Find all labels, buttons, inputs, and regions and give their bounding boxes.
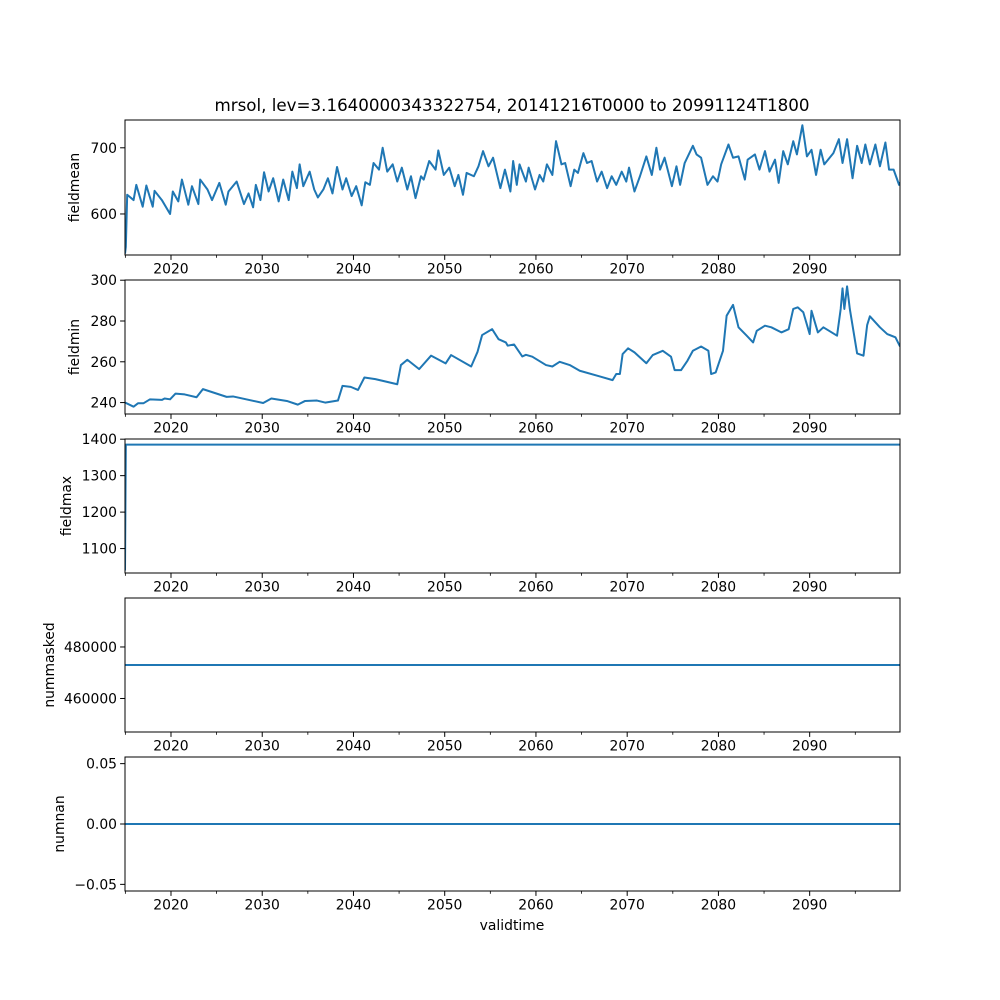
x-tick-label: 2040 — [336, 421, 371, 437]
subplots: 2020 2030 2040 2050 2060 2070 2080 2090 600 700 fi… — [42, 119, 901, 914]
x-tick-label: 2030 — [245, 421, 280, 437]
x-tick-label: 2050 — [427, 898, 462, 914]
y-tick-label: 1100 — [82, 542, 117, 558]
x-tick-label: 2080 — [701, 739, 736, 755]
x-tick-label: 2090 — [792, 898, 827, 914]
x-tick-label: 2080 — [701, 421, 736, 437]
subplot-nummasked: 2020 2030 2040 2050 2060 2070 2080 2090 460000 48… — [42, 597, 901, 755]
x-tick-label: 2020 — [153, 580, 188, 596]
x-tick-label: 2070 — [610, 580, 645, 596]
x-tick-label: 2060 — [518, 262, 553, 278]
x-tick-label: 2040 — [336, 739, 371, 755]
x-tick-label: 2090 — [792, 739, 827, 755]
y-tick-label: 0.00 — [86, 817, 117, 833]
y-tick-label: 1200 — [82, 505, 117, 521]
y-tick-label: 300 — [90, 273, 117, 289]
x-tick-label: 2020 — [153, 739, 188, 755]
x-tick-label: 2030 — [245, 898, 280, 914]
x-tick-label: 2020 — [153, 898, 188, 914]
y-tick-label: 260 — [90, 355, 117, 371]
x-tick-label: 2060 — [518, 898, 553, 914]
x-tick-label: 2070 — [610, 898, 645, 914]
x-tick-label: 2090 — [792, 580, 827, 596]
x-tick-label: 2040 — [336, 898, 371, 914]
x-tick-label: 2070 — [610, 421, 645, 437]
y-tick-label: 460000 — [64, 691, 117, 707]
x-tick-label: 2030 — [245, 262, 280, 278]
y-axis-label: nummasked — [42, 622, 58, 707]
y-axis-label: fieldmax — [59, 476, 75, 536]
x-tick-label: 2030 — [245, 739, 280, 755]
x-tick-label: 2060 — [518, 739, 553, 755]
axes-frame — [124, 279, 901, 415]
x-tick-label: 2080 — [701, 898, 736, 914]
axes-frame — [124, 597, 901, 733]
y-tick-label: 600 — [90, 207, 117, 223]
y-axis-label: fieldmean — [67, 153, 83, 222]
x-tick-label: 2040 — [336, 580, 371, 596]
subplot-fieldmean: 2020 2030 2040 2050 2060 2070 2080 2090 600 700 fi… — [67, 119, 901, 278]
subplot-numnan: 2020 2030 2040 2050 2060 2070 2080 2090 −0.05 0.0… — [52, 756, 901, 914]
x-tick-label: 2050 — [427, 262, 462, 278]
x-tick-label: 2020 — [153, 262, 188, 278]
y-tick-label: 240 — [90, 396, 117, 412]
x-tick-label: 2050 — [427, 580, 462, 596]
x-tick-label: 2030 — [245, 580, 280, 596]
y-tick-label: 0.05 — [86, 757, 117, 773]
y-tick-label: −0.05 — [74, 877, 117, 893]
x-tick-label: 2060 — [518, 421, 553, 437]
y-tick-label: 280 — [90, 314, 117, 330]
subplot-fieldmin: 2020 2030 2040 2050 2060 2070 2080 2090 240 260 28… — [67, 273, 901, 437]
chart-title: mrsol, lev=3.1640000343322754, 20141216T… — [215, 95, 810, 115]
axes-frame — [124, 119, 901, 256]
x-tick-label: 2080 — [701, 262, 736, 278]
x-tick-label: 2050 — [427, 739, 462, 755]
x-tick-label: 2040 — [336, 262, 371, 278]
y-axis-label: numnan — [52, 795, 68, 852]
y-tick-label: 480000 — [64, 640, 117, 656]
x-tick-label: 2060 — [518, 580, 553, 596]
x-tick-label: 2020 — [153, 421, 188, 437]
x-tick-label: 2080 — [701, 580, 736, 596]
subplot-fieldmax: 2020 2030 2040 2050 2060 2070 2080 2090 1100 1200… — [59, 432, 901, 596]
fieldmin-series-line — [125, 285, 900, 408]
axes-frame — [124, 438, 901, 574]
y-tick-label: 700 — [90, 141, 117, 157]
x-tick-label: 2070 — [610, 739, 645, 755]
x-tick-label: 2090 — [792, 262, 827, 278]
x-axis-label: validtime — [480, 918, 545, 934]
x-tick-label: 2050 — [427, 421, 462, 437]
x-tick-label: 2070 — [610, 262, 645, 278]
y-axis-label: fieldmin — [67, 319, 83, 375]
x-tick-label: 2090 — [792, 421, 827, 437]
fieldmean-series-line — [125, 124, 900, 254]
y-tick-label: 1300 — [82, 469, 117, 485]
y-tick-label: 1400 — [82, 432, 117, 448]
